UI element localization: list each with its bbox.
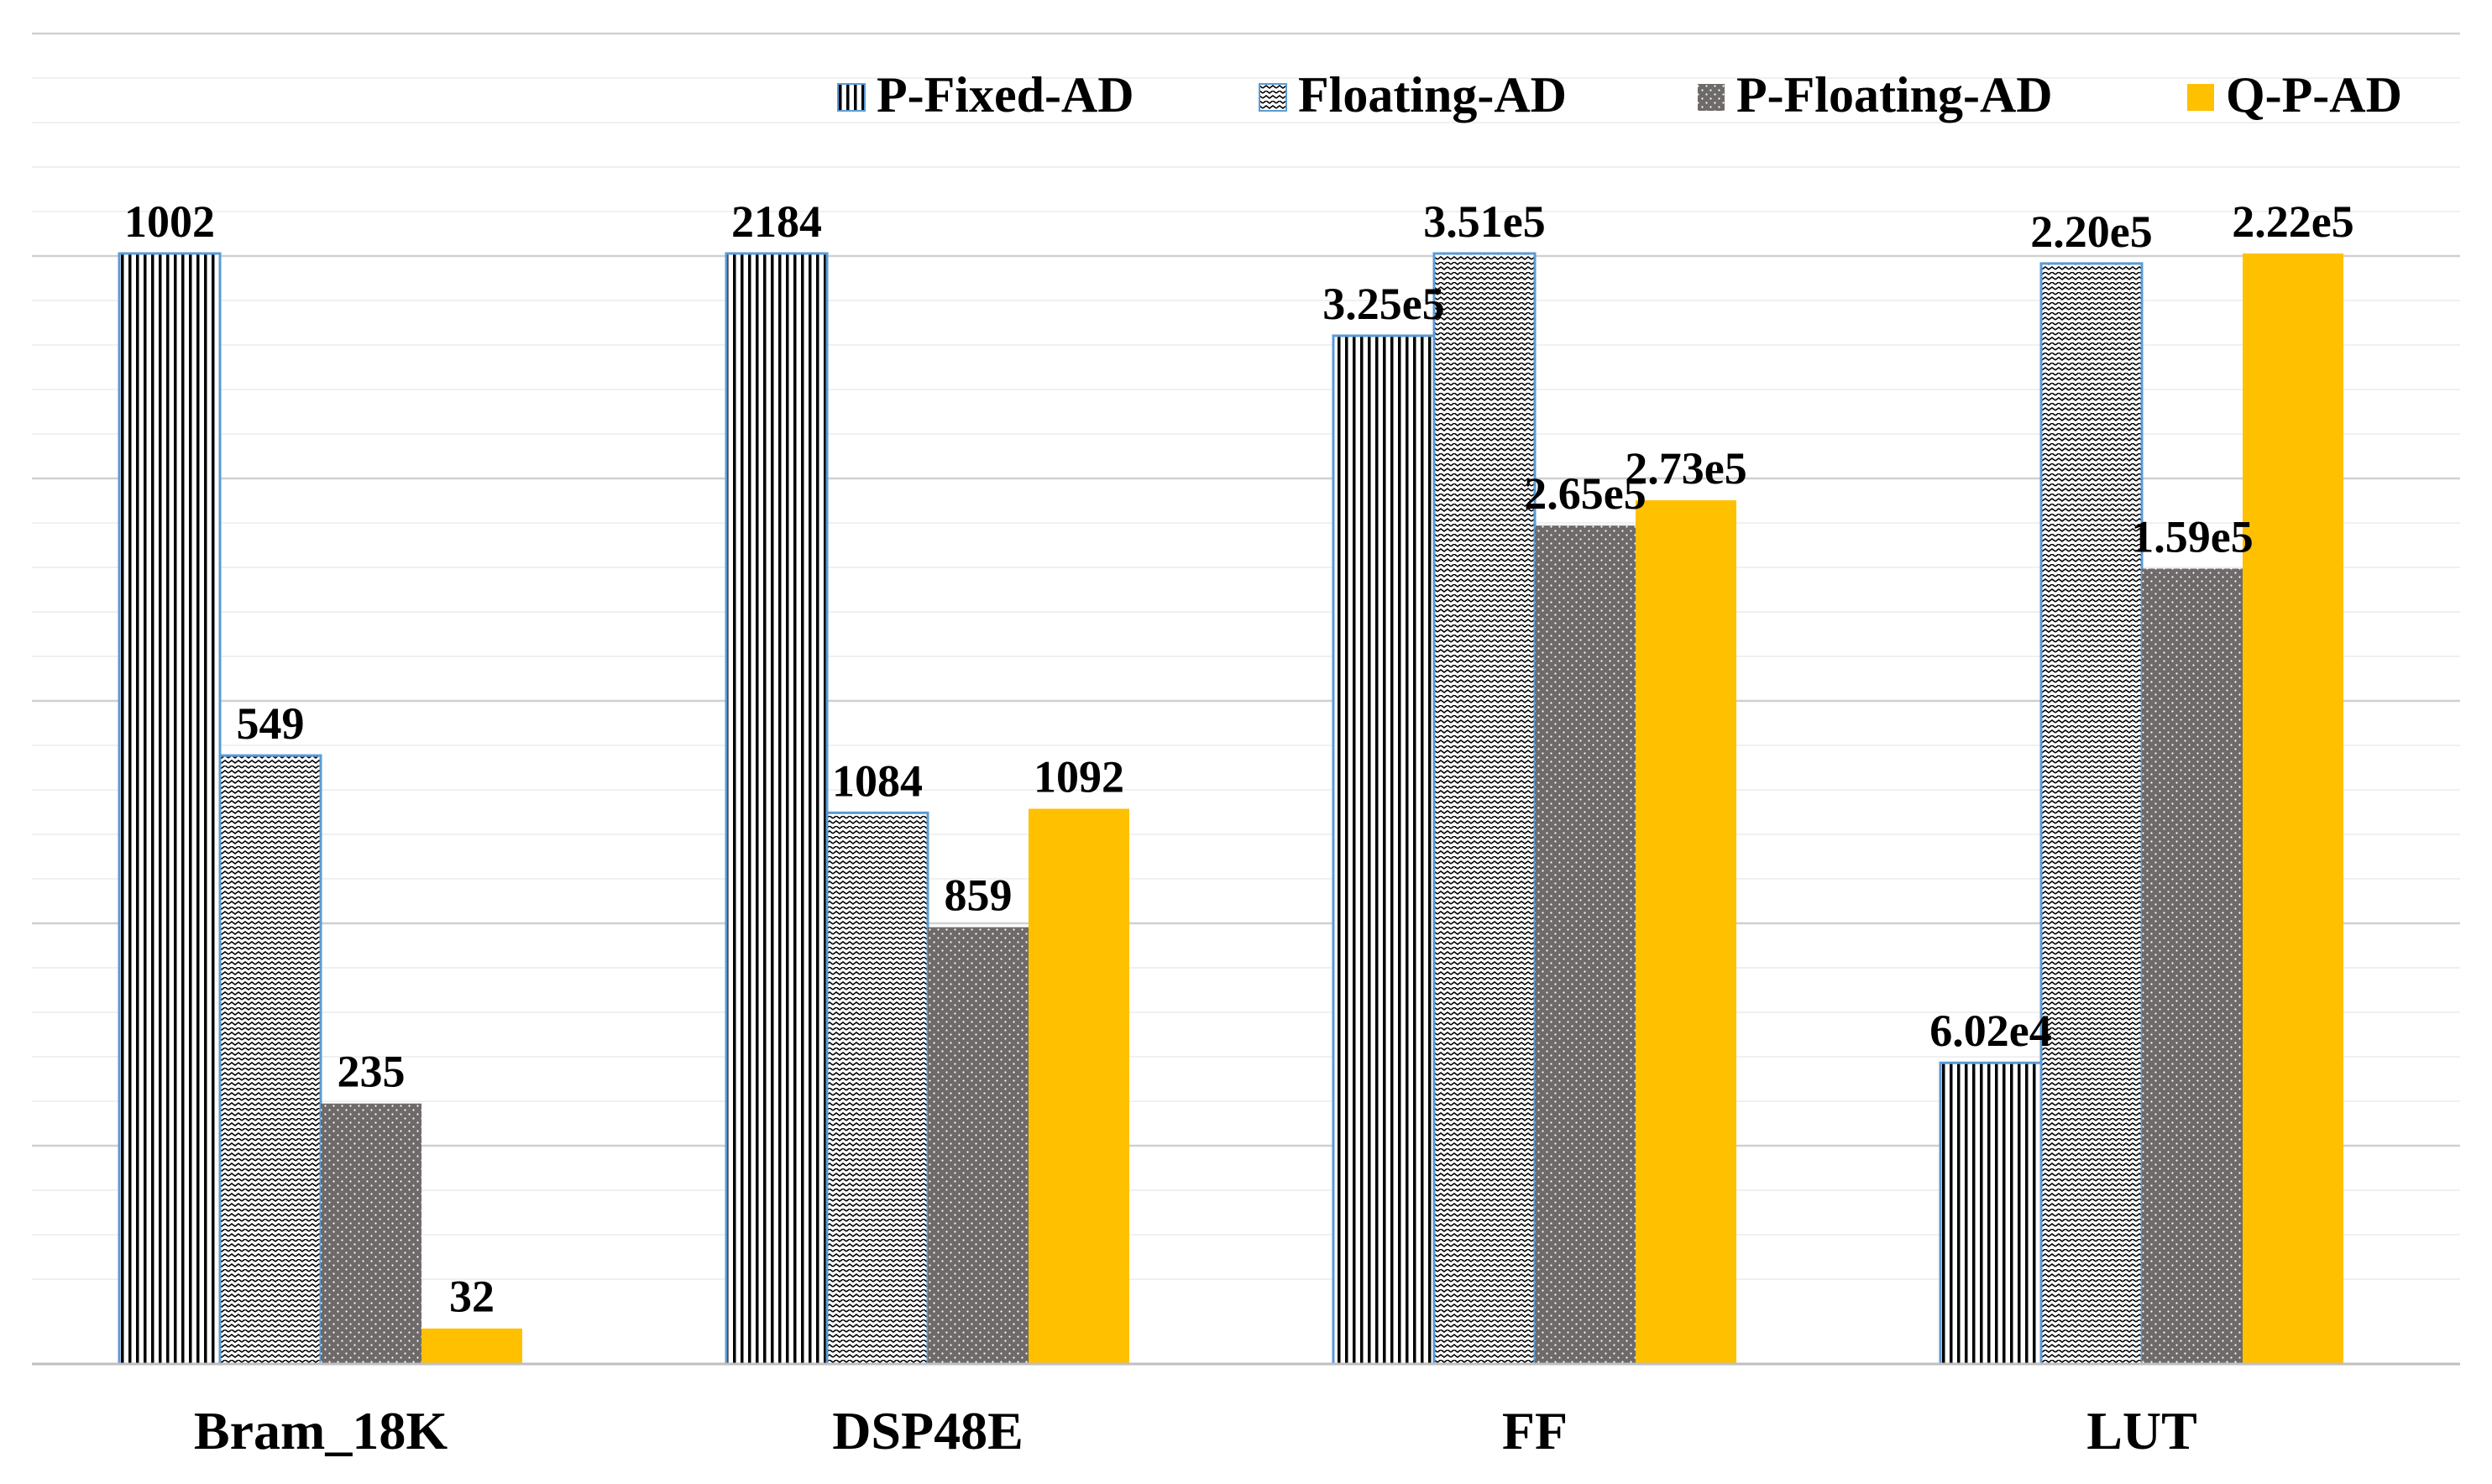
category-label-bram-18k: Bram_18K [194,1401,448,1460]
bar-q-p-ad-dsp48e [1029,808,1129,1364]
value-label-p-fixed-ad-bram-18k: 1002 [124,196,215,247]
value-label-p-floating-ad-dsp48e: 859 [945,870,1013,921]
value-label-p-fixed-ad-ff: 3.25e5 [1322,279,1444,329]
bar-p-fixed-ad-dsp48e [725,252,829,1366]
bar-q-p-ad-bram-18k [421,1328,522,1364]
bar-p-floating-ad-lut [2142,568,2243,1364]
legend: P-Fixed-AD Floating-AD P-Floating-AD Q-P-AD [837,67,2402,123]
bar-floating-ad-dsp48e [825,811,929,1366]
bar-p-floating-ad-bram-18k [321,1103,421,1364]
value-label-p-fixed-ad-dsp48e: 2184 [731,196,822,247]
bar-p-fixed-ad-bram-18k [118,252,222,1366]
legend-label-p-floating-ad: P-Floating-AD [1736,67,2053,123]
value-label-p-fixed-ad-lut: 6.02e4 [1929,1006,2051,1056]
legend-label-floating-ad: Floating-AD [1298,67,1567,123]
bar-floating-ad-bram-18k [218,754,322,1366]
bar-p-fixed-ad-lut [1939,1061,2043,1366]
value-label-floating-ad-bram-18k: 549 [237,698,305,749]
value-label-floating-ad-lut: 2.20e5 [2030,206,2152,257]
bar-series-group [118,252,2343,1366]
value-label-p-floating-ad-bram-18k: 235 [338,1047,406,1097]
category-labels: Bram_18K DSP48E FF LUT [194,1401,2197,1460]
bar-floating-ad-lut [2039,262,2144,1366]
bar-floating-ad-ff [1432,252,1537,1366]
legend-label-q-p-ad: Q-P-AD [2226,67,2402,123]
value-label-floating-ad-ff: 3.51e5 [1423,196,1545,247]
category-label-lut: LUT [2086,1401,2197,1460]
bar-p-fixed-ad-ff [1332,334,1436,1366]
value-label-q-p-ad-dsp48e: 1092 [1034,752,1124,802]
value-labels: 1002 549 235 32 2184 1084 859 1092 3.25e5 3.51e5 2… [124,196,2354,1322]
legend-swatch-p-floating-ad [1698,84,1725,111]
bar-q-p-ad-lut [2243,253,2343,1364]
value-label-q-p-ad-bram-18k: 32 [449,1272,495,1322]
legend-label-p-fixed-ad: P-Fixed-AD [877,67,1134,123]
bar-p-floating-ad-dsp48e [928,927,1029,1364]
category-label-ff: FF [1502,1401,1568,1460]
value-label-q-p-ad-ff: 2.73e5 [1625,443,1746,494]
value-label-p-floating-ad-ff: 2.65e5 [1524,468,1646,519]
bar-q-p-ad-ff [1636,500,1736,1364]
value-label-floating-ad-dsp48e: 1084 [832,755,923,806]
legend-swatch-floating-ad [1259,83,1287,112]
value-label-p-floating-ad-lut: 1.59e5 [2131,511,2253,562]
category-label-dsp48e: DSP48E [832,1401,1024,1460]
legend-swatch-q-p-ad [2187,84,2214,111]
value-label-q-p-ad-lut: 2.22e5 [2232,196,2353,247]
bar-p-floating-ad-ff [1535,525,1636,1364]
legend-swatch-p-fixed-ad [837,83,866,112]
